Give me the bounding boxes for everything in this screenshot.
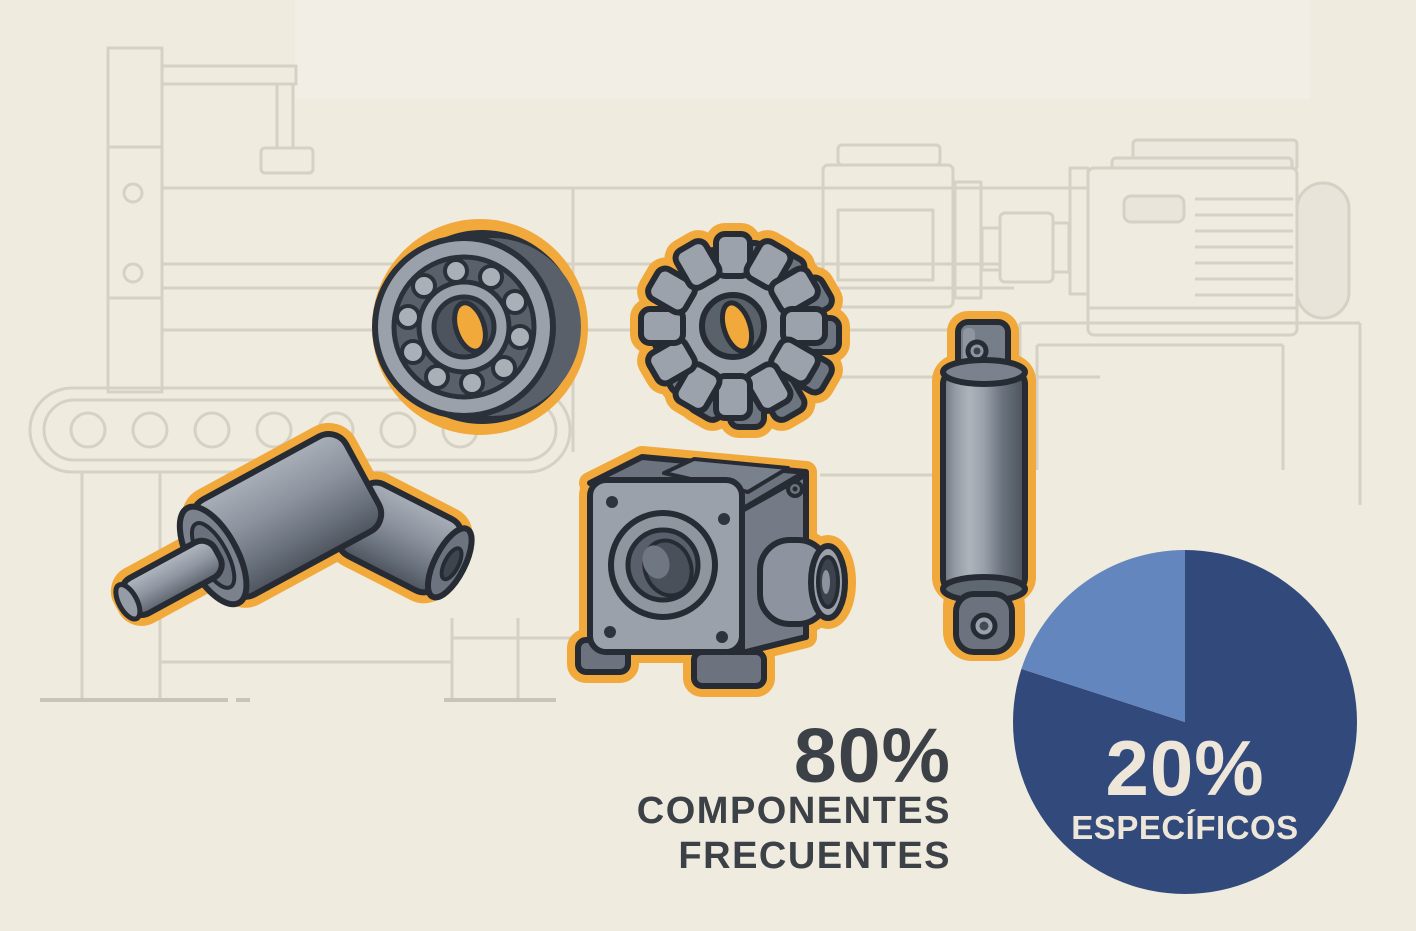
main-stat-line2: FRECUENTES (678, 835, 951, 877)
pie-chart (1013, 550, 1358, 894)
ball-bearing-illustration (372, 219, 588, 435)
work-bench-right (1018, 321, 1362, 505)
hydraulic-cylinder-illustration (932, 311, 1036, 661)
factory-post (106, 46, 164, 394)
electric-motor (1086, 138, 1351, 337)
background-highlight-band (295, 0, 1310, 99)
pie-caption-label: ESPECÍFICOS (1071, 809, 1299, 846)
main-stat-block: 80% COMPONENTES FRECUENTES (636, 713, 951, 879)
bearing-balls (395, 258, 533, 396)
pie-labels: 20% ESPECÍFICOS (1009, 724, 1361, 846)
gearbox-illustration (567, 446, 856, 697)
motor-fins (1195, 197, 1293, 297)
overhead-arm (160, 64, 315, 175)
gear-illustration (641, 234, 839, 427)
shaft-coupling-illustration (110, 423, 475, 626)
center-machine (821, 143, 983, 309)
pie-slice-1 (1013, 550, 1358, 894)
gearbox-bolts (604, 496, 730, 643)
motor-coupling (980, 166, 1090, 296)
main-stat-percent: 80% (793, 713, 951, 799)
main-stat-line1: COMPONENTES (636, 790, 951, 832)
pie-percent-label: 20% (1105, 724, 1265, 812)
pie-slice-2 (1021, 550, 1185, 722)
